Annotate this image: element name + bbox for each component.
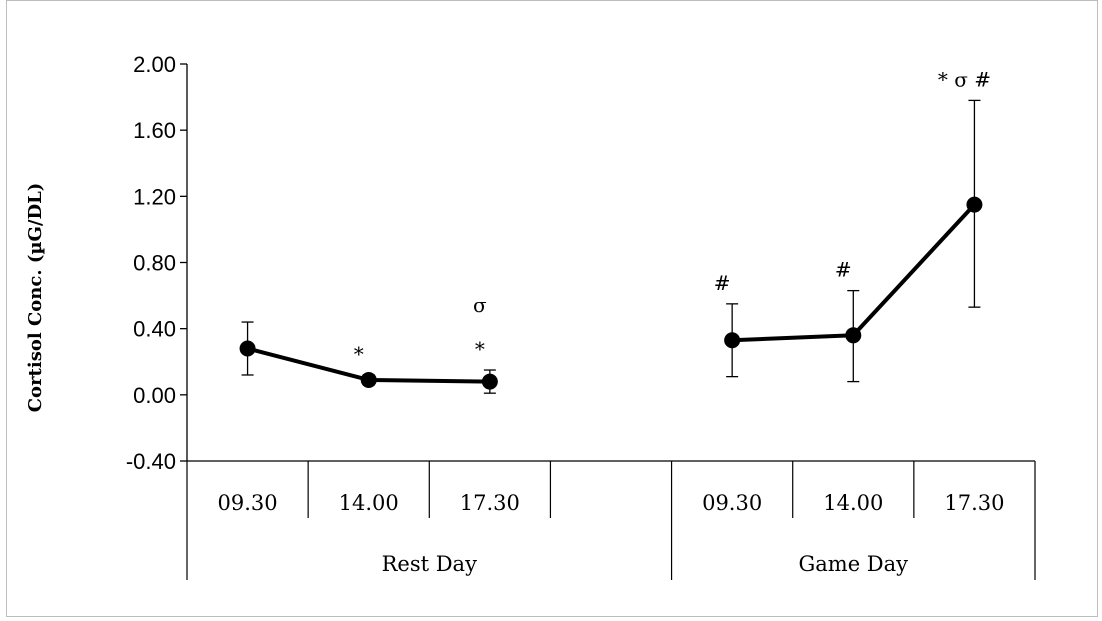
y-tick-label: 2.00 (133, 52, 176, 77)
data-point (481, 373, 498, 390)
y-tick-label: 1.20 (133, 184, 176, 209)
significance-annotation: * (354, 342, 364, 366)
labels-layer: -0.40 0.00 0.40 0.80 1.20 1.60 2.00 Cortisol Co… (25, 52, 1004, 576)
x-category-label: 09.30 (702, 491, 762, 515)
y-axis-title: Cortisol Conc. (µG/DL) (25, 183, 46, 413)
data-point (360, 371, 377, 388)
x-category-label: 17.30 (460, 491, 520, 515)
data-point (724, 332, 741, 349)
significance-annotation: # (835, 258, 852, 282)
data-point (239, 340, 256, 357)
y-tick-label: 0.80 (133, 251, 176, 276)
x-category-label: 17.30 (944, 491, 1004, 515)
series-layer (239, 99, 983, 394)
y-tick-label: 0.40 (133, 317, 176, 342)
chart-frame (6, 0, 1098, 617)
significance-annotation: * (475, 337, 485, 361)
data-point (845, 327, 862, 344)
x-category-label: 09.30 (218, 491, 278, 515)
x-category-label: 14.00 (823, 491, 883, 515)
y-tick-label: 1.60 (133, 118, 176, 143)
significance-annotation: σ (473, 293, 487, 317)
data-point (966, 196, 983, 213)
x-group-label: Game Day (799, 552, 909, 576)
y-tick-label: -0.40 (126, 449, 176, 474)
x-group-label: Rest Day (382, 552, 477, 576)
y-tick-label: 0.00 (133, 383, 176, 408)
x-category-label: 14.00 (339, 491, 399, 515)
significance-annotation: # (714, 271, 731, 295)
axes-layer (180, 63, 1036, 580)
significance-annotation: * σ # (938, 67, 991, 91)
